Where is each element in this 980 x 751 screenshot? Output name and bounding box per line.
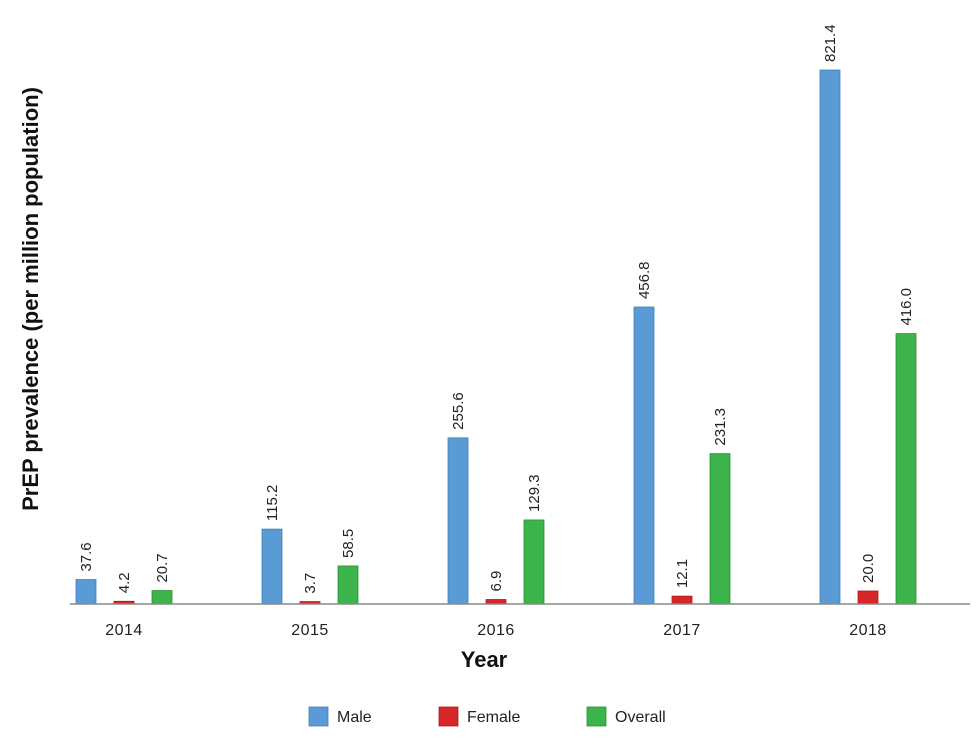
bar-overall-2015	[337, 565, 359, 605]
bar-male-2018	[819, 69, 841, 605]
bar-overall-2016	[523, 519, 545, 605]
data-label-female-2015: 3.7	[302, 573, 319, 594]
data-label-male-2015: 115.2	[264, 485, 281, 521]
bar-male-2015	[261, 528, 283, 605]
x-axis-title: Year	[461, 647, 508, 672]
x-tick-label-2016: 2016	[477, 622, 515, 639]
data-label-overall-2017: 231.3	[712, 408, 729, 446]
bar-male-2016	[447, 437, 469, 605]
legend-label-overall: Overall	[615, 709, 666, 726]
bar-female-2017	[671, 595, 693, 605]
data-label-female-2017: 12.1	[674, 559, 691, 588]
bars-group	[75, 69, 917, 605]
data-label-overall-2016: 129.3	[526, 474, 543, 512]
data-labels-group: 37.6 4.2 20.7 115.2 3.7 58.5 255.6 6.9 129.3 456.…	[78, 24, 915, 593]
bar-male-2014	[75, 579, 97, 605]
legend-label-female: Female	[467, 709, 520, 726]
data-label-male-2014: 37.6	[78, 542, 95, 571]
data-label-male-2018: 821.4	[822, 24, 839, 62]
data-label-overall-2018: 416.0	[898, 288, 915, 326]
data-label-female-2016: 6.9	[488, 571, 505, 592]
bar-overall-2017	[709, 453, 731, 605]
data-label-overall-2014: 20.7	[154, 553, 171, 582]
legend-swatch-female	[438, 706, 459, 727]
x-tick-label-2015: 2015	[291, 622, 329, 639]
data-label-female-2014: 4.2	[116, 572, 133, 593]
legend-swatch-male	[308, 706, 329, 727]
x-tick-label-2017: 2017	[663, 622, 701, 639]
bar-male-2017	[633, 306, 655, 605]
legend-label-male: Male	[337, 709, 372, 726]
x-tick-label-2014: 2014	[105, 622, 143, 639]
x-tick-label-2018: 2018	[849, 622, 887, 639]
legend-swatch-overall	[586, 706, 607, 727]
bar-overall-2014	[151, 590, 173, 605]
y-axis-title: PrEP prevalence (per million population)	[18, 87, 43, 511]
x-tick-labels-group: 2014 2015 2016 2017 2018	[105, 622, 887, 639]
data-label-female-2018: 20.0	[860, 554, 877, 583]
bar-overall-2018	[895, 333, 917, 605]
data-label-male-2016: 255.6	[450, 392, 467, 430]
legend: Male Female Overall	[308, 706, 666, 727]
data-label-overall-2015: 58.5	[340, 529, 357, 558]
bar-female-2018	[857, 590, 879, 605]
data-label-male-2017: 456.8	[636, 261, 653, 299]
